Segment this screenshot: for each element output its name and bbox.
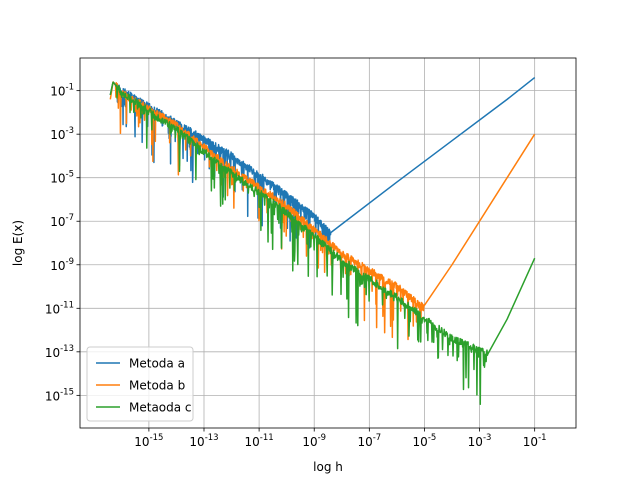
y-tick-exponent: -5 <box>66 170 74 180</box>
y-tick-exponent: -11 <box>60 300 74 310</box>
y-tick-exponent: -3 <box>66 126 74 136</box>
y-tick-exponent: -1 <box>66 83 74 93</box>
x-tick-exponent: -1 <box>538 433 546 443</box>
x-tick-exponent: -13 <box>205 433 219 443</box>
x-axis-label: log h <box>313 460 343 474</box>
y-tick-exponent: -7 <box>66 213 74 223</box>
legend-label-3: Metaoda c <box>129 401 192 415</box>
x-tick-exponent: -7 <box>373 433 381 443</box>
legend-label-2: Metoda b <box>129 379 185 393</box>
series-lines <box>109 77 536 406</box>
y-tick-exponent: -9 <box>66 257 74 267</box>
x-tick-exponent: -11 <box>260 433 274 443</box>
series-line-3 <box>109 81 536 406</box>
x-tick-exponent: -3 <box>483 433 491 443</box>
y-axis-label: log E(x) <box>11 220 25 266</box>
y-tick-exponent: -13 <box>60 344 74 354</box>
x-tick-exponent: -9 <box>318 433 326 443</box>
x-tick-exponent: -5 <box>428 433 436 443</box>
legend-box <box>86 346 194 422</box>
axes-frame <box>79 57 577 429</box>
y-tick-exponent: -15 <box>60 387 74 397</box>
legend: Metoda a Metoda b Metaoda c <box>86 346 194 422</box>
tick-marks <box>76 90 536 432</box>
legend-label-1: Metoda a <box>129 357 185 371</box>
x-tick-exponent: -15 <box>150 433 164 443</box>
